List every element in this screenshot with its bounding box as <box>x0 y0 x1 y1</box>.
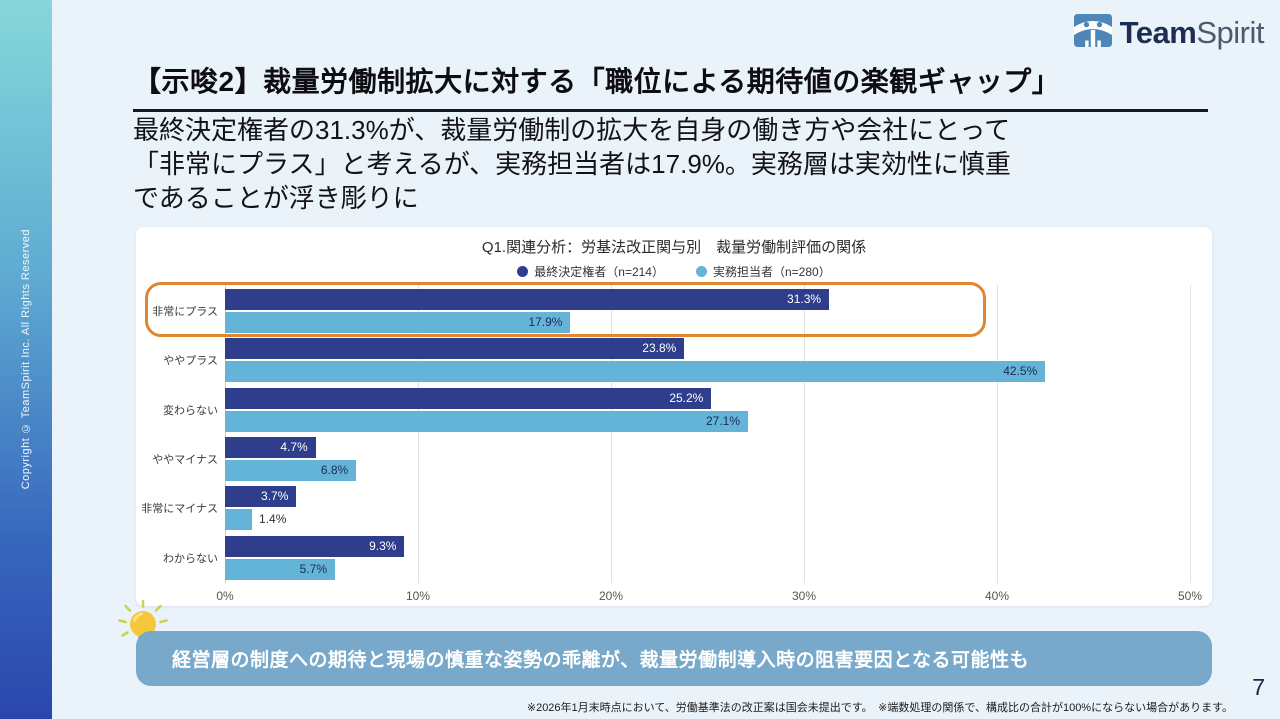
logo-word-spirit: Spirit <box>1196 14 1264 50</box>
bar-practitioners <box>225 312 571 333</box>
legend-label: 実務担当者（n=280） <box>713 265 831 279</box>
gridline <box>804 285 805 583</box>
bar-decision-makers <box>225 387 712 409</box>
category-label: ややマイナス <box>152 453 218 466</box>
category-label: わからない <box>163 552 218 565</box>
key-takeaway-banner: 経営層の制度への期待と現場の慎重な姿勢の乖離が、裁量労働制導入時の阻害要因となる… <box>136 631 1212 686</box>
bar-decision-makers <box>225 535 405 557</box>
bar-value-label: 4.7% <box>280 439 308 454</box>
x-axis-tick-label: 10% <box>405 589 431 603</box>
lead-line-3: であることが浮き彫りに <box>133 183 419 213</box>
gridline <box>225 285 226 583</box>
chart-card: Q1.関連分析：労基法改正関与別 裁量労働制評価の関係 最終決定権者（n=214… <box>136 227 1212 606</box>
teamspirit-logo-icon <box>1073 10 1113 55</box>
legend-item-decision-makers: 最終決定権者（n=214） <box>517 263 664 280</box>
teamspirit-logo: TeamSpirit <box>1073 10 1264 55</box>
key-takeaway-text: 経営層の制度への期待と現場の慎重な姿勢の乖離が、裁量労働制導入時の阻害要因となる… <box>172 650 1030 671</box>
lead-paragraph: 最終決定権者の31.3%が、裁量労働制の拡大を自身の働き方や会社にとって 「非常… <box>133 113 1213 215</box>
bar-practitioners <box>225 558 335 580</box>
logo-word-team: Team <box>1119 14 1197 50</box>
category-label: ややプラス <box>163 355 218 368</box>
plot-area: 31.3% 17.9% 23.8% 42.5% 25.2% 27.1% 4.7% 6.8% 3.… <box>225 285 1191 583</box>
legend-label: 最終決定権者（n=214） <box>534 265 664 279</box>
gridline <box>611 285 612 583</box>
bar-practitioners <box>225 410 749 432</box>
bar-value-label: 6.8% <box>320 462 349 477</box>
bar-value-label: 5.7% <box>299 561 327 576</box>
category-label: 非常にプラス <box>152 306 218 318</box>
teamspirit-logo-text: TeamSpirit <box>1119 13 1265 53</box>
bar-value-label: 17.9% <box>528 315 563 329</box>
gridline <box>1190 285 1191 583</box>
legend-item-practitioners: 実務担当者（n=280） <box>696 263 831 280</box>
legend-dot-navy <box>517 266 529 277</box>
bar-practitioners <box>225 509 253 531</box>
lead-line-2: 「非常にプラス」と考えるが、実務担当者は17.9%。実務層は実効性に慎重 <box>133 149 1011 179</box>
bar-practitioners <box>225 361 1046 383</box>
gridline <box>997 285 998 583</box>
bar-decision-makers <box>225 436 316 458</box>
x-axis-tick-label: 20% <box>598 589 624 603</box>
legend-dot-lightblue <box>696 266 707 277</box>
x-axis-tick-label: 30% <box>791 589 817 603</box>
bar-decision-makers <box>225 486 297 508</box>
bar-value-label: 42.5% <box>1003 364 1038 379</box>
bar-decision-makers <box>225 338 685 360</box>
bar-value-label: 27.1% <box>705 413 741 428</box>
chart-title: Q1.関連分析：労基法改正関与別 裁量労働制評価の関係 <box>481 239 867 256</box>
x-axis-tick-label: 50% <box>1177 589 1203 603</box>
bar-value-label: 25.2% <box>669 390 704 405</box>
bar-value-label: 1.4% <box>259 512 287 527</box>
bar-practitioners <box>225 459 357 481</box>
x-axis-tick-label: 40% <box>984 589 1010 603</box>
x-axis-tick-label: 0% <box>216 589 234 603</box>
bar-decision-makers <box>225 289 830 310</box>
page-title: 【示唆2】裁量労働制拡大に対する「職位による期待値の楽観ギャップ」 <box>133 60 1208 112</box>
page-number: 7 <box>1252 674 1265 700</box>
bar-value-label: 23.8% <box>642 341 677 356</box>
bar-value-label: 31.3% <box>787 292 822 306</box>
category-label: 変わらない <box>163 404 218 417</box>
sidebar: Copyright © TeamSpirit Inc. All Rights R… <box>0 0 52 719</box>
gridline <box>418 285 419 583</box>
footnote: ※2026年1月末時点において、労働基準法の改正案は国会未提出です。 ※端数処理… <box>526 702 1233 714</box>
lead-line-1: 最終決定権者の31.3%が、裁量労働制の拡大を自身の働き方や会社にとって <box>133 115 1011 145</box>
chart-legend: 最終決定権者（n=214） 実務担当者（n=280） <box>136 263 1212 280</box>
category-label: 非常にマイナス <box>141 503 218 516</box>
bar-value-label: 9.3% <box>369 538 397 553</box>
bar-value-label: 3.7% <box>261 489 289 504</box>
copyright-vertical-text: Copyright © TeamSpirit Inc. All Rights R… <box>20 229 32 490</box>
